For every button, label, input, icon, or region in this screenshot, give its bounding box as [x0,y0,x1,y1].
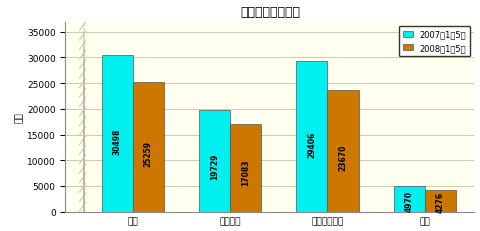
Text: 4970: 4970 [405,190,414,211]
Text: 25259: 25259 [144,141,153,167]
Bar [327,91,359,212]
Text: 19729: 19729 [210,153,219,179]
Text: 4276: 4276 [436,191,445,212]
Text: 29406: 29406 [307,131,316,157]
Text: 17083: 17083 [241,159,250,185]
Bar [425,190,456,212]
Bar [102,56,132,212]
Bar [394,186,425,212]
Title: 城乡火灾对比情况: 城乡火灾对比情况 [240,6,300,18]
Bar [296,61,327,212]
Bar [132,82,164,212]
Bar [230,124,261,212]
Text: 23670: 23670 [338,144,348,170]
Bar [199,111,230,212]
Text: 30498: 30498 [113,128,121,155]
Legend: 2007年1至5月, 2008年1至5月: 2007年1至5月, 2008年1至5月 [399,27,470,57]
Y-axis label: 起数: 起数 [15,112,24,122]
